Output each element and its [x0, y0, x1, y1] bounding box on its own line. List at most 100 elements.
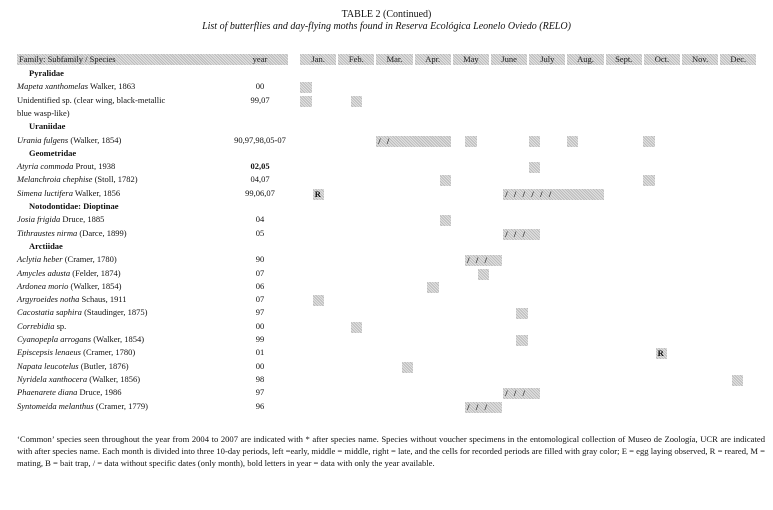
species-binomial: Aclytia heber — [17, 254, 63, 265]
family-heading: Notodontidae: Dioptinae — [29, 201, 119, 211]
species-name: Syntomeida melanthus (Cramer, 1779) — [17, 401, 148, 412]
header-month-label: Oct. — [654, 54, 670, 64]
recorded-period-cell — [503, 228, 541, 240]
species-binomial: Melanchroia chephise — [17, 174, 93, 185]
species-authority: (Walker, 1856) — [87, 373, 141, 384]
year-value: 02,05 — [250, 161, 270, 172]
header-band-month — [300, 54, 337, 65]
recorded-period-cell — [439, 215, 452, 227]
species-binomial: Cacostatia saphira — [17, 307, 82, 318]
species-binomial: Cyanopepla arrogans — [17, 334, 92, 344]
recorded-period-cell — [655, 348, 668, 360]
recorded-period-cell — [439, 175, 452, 187]
species-authority: (Butler, 1876) — [78, 360, 129, 371]
year-value: 98 — [255, 373, 265, 384]
header-month-label: Sept. — [615, 54, 633, 64]
year-value: 00 — [255, 360, 265, 371]
year-value: 97 — [255, 387, 265, 398]
header-band-month — [491, 54, 528, 65]
species-name: Aclytia heber (Cramer, 1780) — [17, 254, 117, 265]
period-code: R — [314, 188, 321, 199]
species-authority: Schaus, 1911 — [79, 294, 127, 305]
species-authority: sp. — [54, 320, 67, 331]
species-binomial: Episcepsis lenaeus — [17, 347, 81, 358]
table-title: List of butterflies and day-flying moths… — [202, 21, 571, 32]
period-code: / / / — [505, 388, 526, 399]
recorded-period-cell — [642, 135, 655, 147]
species-authority: (Walker, 1854) — [68, 134, 122, 145]
recorded-period-cell — [731, 374, 744, 386]
species-name: Simena luctifera Walker, 1856 — [17, 188, 120, 199]
species-name: Urania fulgens (Walker, 1854) — [17, 135, 121, 146]
species-name: Cyanopepla arrogans (Walker, 1854) — [17, 334, 144, 345]
recorded-period-cell — [503, 188, 604, 200]
species-name: Cacostatia saphira (Staudinger, 1875) — [17, 307, 147, 318]
species-authority: (Felder, 1874) — [70, 267, 121, 278]
species-name: Atyria commoda Prout, 1938 — [17, 161, 115, 172]
species-authority: Druce, 1986 — [77, 387, 122, 398]
species-authority: (Cramer, 1779) — [93, 400, 148, 411]
year-value: 96 — [255, 400, 265, 411]
species-table: Jan. Feb. Mar. Apr. May June July Aug. Sept. Oct.… — [17, 54, 757, 413]
header-month-label: Jan. — [311, 54, 325, 64]
year-value: 07 — [255, 267, 265, 278]
species-authority: (Stoll, 1782) — [92, 174, 138, 185]
species-authority: Walker, 1863 — [88, 81, 136, 92]
recorded-period-cell — [427, 281, 439, 293]
species-binomial: Amycles adusta — [17, 267, 71, 278]
year-value: 99,07 — [250, 94, 270, 105]
species-binomial: Josia frigida — [17, 214, 61, 225]
period-code: / / / — [467, 255, 487, 266]
header-band-month — [643, 54, 680, 65]
species-name: Josia frigida Druce, 1885 — [17, 214, 104, 225]
recorded-period-cell — [312, 295, 325, 307]
species-name: Correbidia sp. — [17, 321, 66, 332]
header-month-label: Aug. — [577, 54, 594, 64]
period-code: / / / — [467, 401, 487, 412]
header-species-label: Family: Subfamily / Species — [19, 54, 116, 64]
header-band-month — [605, 54, 642, 65]
species-binomial: Simena luctifera — [17, 187, 73, 198]
header-month-label: June — [501, 54, 517, 64]
recorded-period-cell — [503, 388, 541, 400]
species-name: Mapeta xanthomelas Walker, 1863 — [17, 81, 135, 92]
species-authority: (Walker, 1854) — [68, 280, 122, 291]
period-code: R — [657, 348, 664, 359]
species-authority: Prout, 1938 — [73, 161, 116, 172]
species-binomial: Atyria commoda — [17, 161, 74, 172]
species-authority: Walker, 1856 — [72, 187, 121, 198]
family-heading: Uraniidae — [29, 121, 66, 132]
species-authority: Druce, 1885 — [60, 214, 105, 225]
header-month-label: July — [540, 54, 555, 64]
year-value: 00 — [255, 81, 265, 92]
recorded-period-cell — [642, 175, 655, 187]
recorded-period-cell — [376, 135, 452, 147]
recorded-period-cell — [350, 321, 363, 333]
species-name: Nyridela xanthocera (Walker, 1856) — [17, 374, 140, 385]
species-name: Unidentified sp. (clear wing, black-meta… — [17, 95, 165, 106]
header-month-label: Feb. — [348, 54, 364, 64]
species-name: Ardonea morio (Walker, 1854) — [17, 281, 121, 292]
species-binomial: Mapeta xanthomelas — [17, 81, 89, 92]
year-value: 99 — [255, 334, 265, 344]
recorded-period-cell — [300, 95, 312, 107]
species-binomial: Phaenarete diana — [17, 387, 78, 398]
period-code: / / / / / / — [505, 188, 552, 199]
family-heading: Geometridae — [29, 147, 77, 158]
species-authority: (Staudinger, 1875) — [81, 307, 148, 318]
recorded-period-cell — [312, 188, 325, 200]
species-name: Melanchroia chephise (Stoll, 1782) — [17, 174, 138, 185]
table-number: TABLE 2 (Continued) — [341, 9, 432, 20]
header-band-month — [529, 54, 566, 65]
year-value: 00 — [255, 320, 265, 331]
recorded-period-cell — [300, 82, 312, 94]
recorded-period-cell — [465, 135, 477, 147]
species-name: Tithraustes nirma (Darce, 1899) — [17, 228, 127, 239]
species-name-continued: blue wasp-like) — [17, 107, 70, 118]
species-binomial: Urania fulgens — [17, 134, 69, 145]
recorded-period-cell — [465, 401, 503, 413]
species-name: Amycles adusta (Felder, 1874) — [17, 268, 121, 279]
year-value: 01 — [255, 347, 265, 358]
species-binomial: Correbidia — [17, 320, 55, 331]
family-heading: Arctiidae — [29, 240, 63, 251]
